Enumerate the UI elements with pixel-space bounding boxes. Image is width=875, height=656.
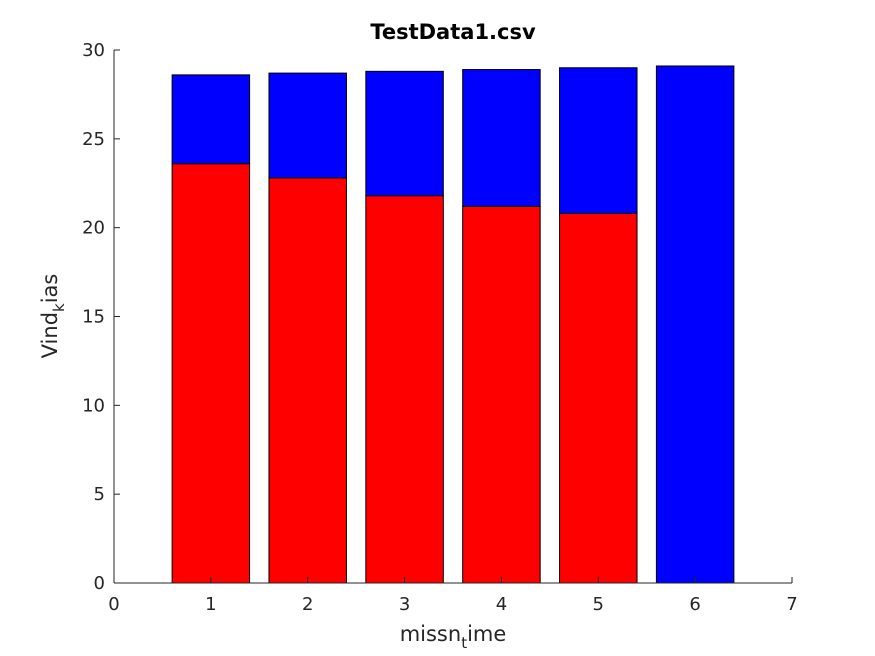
y-tick-label: 20 <box>82 218 105 239</box>
x-axis-label: missntime <box>400 622 507 652</box>
x-axis-label-subscript: t <box>461 634 467 652</box>
x-axis-label-main: missn <box>400 622 461 646</box>
y-axis-label-rest: ias <box>38 274 62 304</box>
x-tick-label: 7 <box>786 594 797 615</box>
y-axis-label-subscript: k <box>50 303 68 312</box>
x-tick-label: 5 <box>593 594 604 615</box>
y-ticks: 0 5 10 15 20 25 30 <box>82 40 120 594</box>
bar-segment-1-x1 <box>171 163 251 584</box>
bar-segment-2-x4 <box>462 69 541 207</box>
bar-segment-2-x1 <box>171 74 251 165</box>
x-axis-label-rest: ime <box>467 622 506 646</box>
x-tick-label: 3 <box>399 594 410 615</box>
y-tick-label: 5 <box>94 484 105 505</box>
bar-segment-2-x6 <box>655 65 735 584</box>
bar-segment-2-x3 <box>365 70 444 197</box>
x-tick-label: 0 <box>108 594 119 615</box>
y-axis-label: Vindkias <box>38 274 68 359</box>
bar-segment-2-x2 <box>268 72 347 179</box>
x-tick-label: 1 <box>205 594 216 615</box>
y-axis-label-main: Vind <box>38 312 62 358</box>
bar-segment-1-x5 <box>559 212 638 584</box>
x-tick-label: 2 <box>302 594 313 615</box>
bar-group <box>171 65 735 584</box>
y-tick-label: 10 <box>82 395 105 416</box>
y-tick-label: 0 <box>94 573 105 594</box>
y-tick-label: 25 <box>82 129 105 150</box>
x-tick-label: 4 <box>496 594 507 615</box>
bar-segment-1-x2 <box>268 177 347 584</box>
x-ticks: 0 1 2 3 4 5 6 7 <box>108 577 798 615</box>
y-tick-label: 15 <box>82 307 105 328</box>
y-tick-label: 30 <box>82 40 105 61</box>
bar-segment-2-x5 <box>559 67 638 214</box>
bar-segment-1-x3 <box>365 195 444 584</box>
x-tick-label: 6 <box>689 594 700 615</box>
chart-title: TestData1.csv <box>370 20 536 44</box>
bar-segment-1-x4 <box>462 205 541 584</box>
